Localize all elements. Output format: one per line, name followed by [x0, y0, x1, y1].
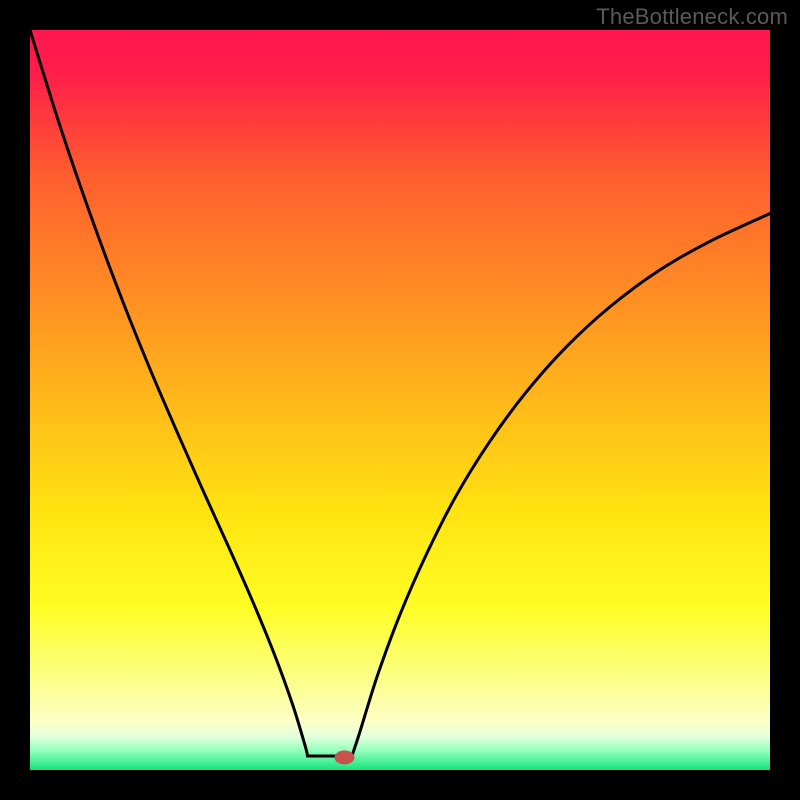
current-point-marker	[335, 750, 355, 764]
watermark-label: TheBottleneck.com	[596, 4, 788, 30]
plot-area	[30, 30, 770, 770]
bottleneck-chart	[0, 0, 800, 800]
